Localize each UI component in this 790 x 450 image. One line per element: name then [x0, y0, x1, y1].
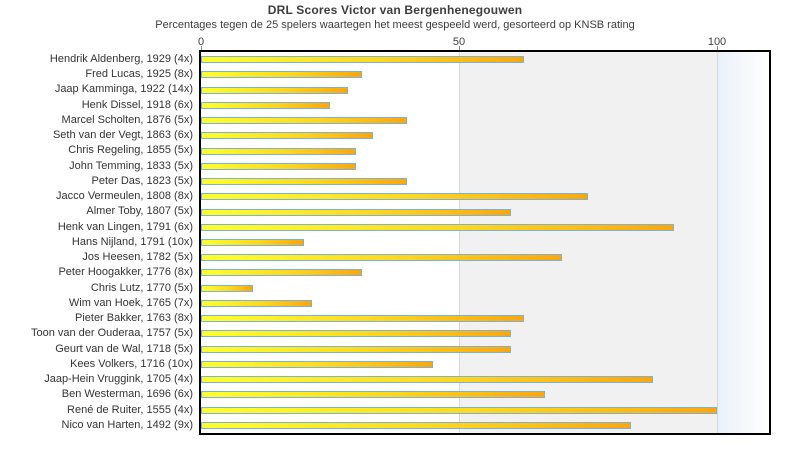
bar	[201, 56, 524, 64]
x-tick-mark	[717, 46, 718, 50]
plot-area	[199, 50, 771, 435]
bar	[201, 71, 363, 79]
y-axis-label: Nico van Harten, 1492 (9x)	[61, 418, 193, 431]
bar	[201, 147, 356, 155]
bar	[201, 376, 653, 384]
y-axis-label: Geurt van de Wal, 1718 (5x)	[55, 342, 193, 355]
gridline-100	[717, 52, 718, 433]
y-axis-label: Fred Lucas, 1925 (8x)	[85, 68, 193, 81]
y-axis-label: Ben Westerman, 1696 (6x)	[61, 388, 193, 401]
y-axis-label: Henk Dissel, 1918 (6x)	[81, 98, 193, 111]
chart-title: DRL Scores Victor van Bergenhenegouwen	[267, 3, 523, 17]
bar	[201, 330, 511, 338]
bar	[201, 178, 408, 186]
y-axis-label: Chris Regeling, 1855 (5x)	[68, 144, 193, 157]
y-axis-label: Jos Heesen, 1782 (5x)	[82, 251, 193, 264]
band-50-100	[459, 52, 717, 433]
y-axis-label: Wim van Hoek, 1765 (7x)	[68, 296, 193, 309]
bar	[201, 101, 330, 109]
y-axis-label: Kees Volkers, 1716 (10x)	[70, 357, 193, 370]
y-axis-label: Almer Toby, 1807 (5x)	[86, 205, 193, 218]
y-axis-label: Peter Hoogakker, 1776 (8x)	[58, 266, 193, 279]
y-axis-label: Marcel Scholten, 1876 (5x)	[61, 113, 193, 126]
bar	[201, 345, 511, 353]
bar	[201, 132, 373, 140]
bar	[201, 391, 546, 399]
bar	[201, 360, 434, 368]
bar	[201, 208, 511, 216]
y-axis-label: Jaap-Hein Vruggink, 1705 (4x)	[44, 373, 193, 386]
y-axis-label: Chris Lutz, 1770 (5x)	[90, 281, 193, 294]
chart-subtitle: Percentages tegen de 25 spelers waartege…	[155, 19, 635, 31]
bar	[201, 223, 675, 231]
y-axis-label: Hendrik Aldenberg, 1929 (4x)	[49, 53, 193, 65]
bar	[201, 86, 349, 94]
bar	[201, 269, 363, 277]
bar	[201, 315, 524, 323]
y-axis-label: René de Ruiter, 1555 (4x)	[67, 403, 193, 416]
bar	[201, 421, 631, 429]
bar	[201, 299, 312, 307]
bar	[201, 193, 588, 201]
bar	[201, 406, 717, 414]
y-axis-label: Jacco Vermeulen, 1808 (8x)	[56, 190, 193, 203]
bar	[201, 117, 408, 125]
band-100-plus	[717, 52, 769, 433]
y-axis-label: Hans Nijland, 1791 (10x)	[71, 235, 193, 248]
y-axis-label: Peter Das, 1823 (5x)	[91, 174, 194, 187]
bar	[201, 254, 563, 262]
y-axis-label: Toon van der Ouderaa, 1757 (5x)	[30, 327, 193, 340]
y-axis-label: Henk van Lingen, 1791 (6x)	[57, 220, 193, 233]
x-tick-mark	[201, 46, 202, 50]
x-tick-label: 100	[707, 36, 727, 48]
y-axis-label: Seth van der Vegt, 1863 (6x)	[52, 129, 193, 142]
x-tick-label: 0	[197, 36, 205, 48]
y-axis-label: Pieter Bakker, 1763 (8x)	[74, 312, 193, 325]
x-tick-label: 50	[452, 36, 466, 48]
x-tick-mark	[459, 46, 460, 50]
gridline-50	[459, 52, 460, 433]
bar	[201, 162, 356, 170]
bar	[201, 284, 253, 292]
y-axis-label: Jaap Kamminga, 1922 (14x)	[54, 83, 193, 96]
y-axis-label: John Temming, 1833 (5x)	[69, 159, 193, 172]
bar	[201, 239, 305, 246]
